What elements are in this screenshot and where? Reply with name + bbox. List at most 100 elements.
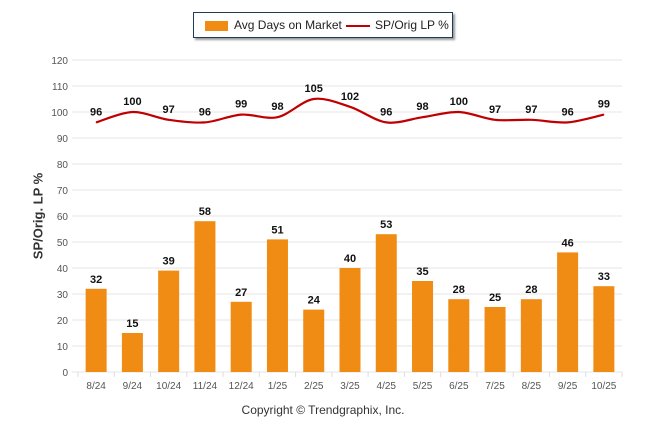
line-data-label: 100 (450, 96, 468, 108)
x-tick-label: 8/25 (522, 381, 542, 392)
y-tick-label: 90 (57, 134, 69, 145)
y-axis-ticks: 0 10 20 30 40 50 60 70 80 90 100 110 120 (51, 56, 68, 379)
line-data-label: 98 (416, 101, 428, 113)
line-data-label: 100 (123, 96, 141, 108)
x-tick-label: 9/25 (558, 381, 578, 392)
y-tick-label: 80 (57, 160, 69, 171)
bar (266, 239, 288, 372)
bar (85, 288, 107, 372)
bar-data-label: 25 (489, 292, 501, 304)
x-tick-label: 2/25 (304, 381, 324, 392)
bar-series (85, 221, 615, 372)
line-data-label: 97 (163, 104, 175, 116)
bar-data-label: 40 (344, 253, 356, 265)
y-tick-label: 20 (57, 316, 69, 327)
bar (448, 299, 470, 372)
legend-line-label: SP/Orig LP % (375, 18, 449, 32)
bar (158, 270, 180, 372)
x-tick-label: 5/25 (413, 381, 433, 392)
bar-data-label: 24 (308, 295, 321, 307)
line-point (131, 111, 133, 113)
line-point (494, 119, 496, 121)
line-point (603, 114, 605, 116)
bar-data-label: 51 (271, 224, 283, 236)
y-axis-label: SP/Orig. LP % (30, 172, 46, 260)
x-tick-label: 7/25 (485, 381, 505, 392)
legend-line-swatch (346, 25, 370, 27)
line-point (530, 119, 532, 121)
y-tick-label: 10 (57, 342, 69, 353)
x-tick-label: 9/24 (123, 381, 143, 392)
copyright: Copyright © Trendgraphix, Inc. (241, 403, 405, 417)
bar-data-label: 15 (126, 318, 138, 330)
line-point (313, 98, 315, 100)
line-data-label: 96 (380, 106, 392, 118)
bar (484, 307, 506, 372)
bar-data-label: 35 (416, 266, 428, 278)
x-tick-label: 6/25 (449, 381, 469, 392)
data-labels: 32 15 39 58 27 51 24 40 53 35 28 25 28 46 33 96 100 97 96 9… (90, 83, 610, 330)
line-data-label: 105 (305, 83, 323, 95)
legend-bar-label: Avg Days on Market (234, 18, 342, 32)
line-point (567, 121, 569, 123)
x-tick-label: 3/25 (340, 381, 360, 392)
x-tick-label: 12/24 (229, 381, 254, 392)
x-tick-label: 10/25 (591, 381, 616, 392)
line-data-label: 96 (90, 106, 102, 118)
line-data-label: 97 (489, 104, 501, 116)
bar-data-label: 33 (598, 271, 610, 283)
line-point (422, 116, 424, 118)
line-point (204, 121, 206, 123)
line-data-label: 99 (598, 99, 610, 111)
bar (194, 221, 216, 372)
legend: Avg Days on Market SP/Orig LP % (193, 12, 453, 38)
bar (121, 333, 143, 372)
y-tick-label: 50 (57, 238, 69, 249)
y-tick-label: 30 (57, 290, 69, 301)
bar (593, 286, 615, 372)
bar (412, 281, 434, 372)
line-data-label: 99 (235, 99, 247, 111)
bar (230, 301, 252, 372)
y-tick-label: 60 (57, 212, 69, 223)
line-data-label: 98 (271, 101, 283, 113)
bar (557, 252, 579, 372)
x-tick-label: 11/24 (193, 381, 218, 392)
bar-data-label: 28 (453, 284, 465, 296)
line-point (385, 121, 387, 123)
y-tick-label: 120 (51, 56, 68, 67)
bar-data-label: 58 (199, 206, 211, 218)
bar-data-label: 46 (561, 237, 573, 249)
line-data-label: 96 (199, 106, 211, 118)
bar-data-label: 39 (163, 256, 175, 268)
y-tick-label: 40 (57, 264, 69, 275)
bar (520, 299, 542, 372)
bar-data-label: 32 (90, 274, 102, 286)
line-data-label: 96 (561, 106, 573, 118)
bar-data-label: 28 (525, 284, 537, 296)
line-point (240, 114, 242, 116)
bar-data-label: 27 (235, 287, 247, 299)
y-tick-label: 0 (62, 368, 68, 379)
line-point (458, 111, 460, 113)
line-series (95, 97, 605, 124)
x-tick-label: 1/25 (268, 381, 288, 392)
x-tick-label: 4/25 (377, 381, 397, 392)
line-point (168, 119, 170, 121)
bar-data-label: 53 (380, 219, 392, 231)
line-data-label: 97 (525, 104, 537, 116)
y-tick-label: 70 (57, 186, 69, 197)
bar (303, 309, 325, 372)
line-point (95, 121, 97, 123)
x-axis-ticks: 8/24 9/24 10/24 11/24 12/24 1/25 2/25 3/25 4/25 5… (77, 372, 623, 392)
line-data-label: 102 (341, 91, 359, 103)
line-point (349, 106, 351, 108)
y-tick-label: 100 (51, 108, 68, 119)
legend-bar-swatch (205, 21, 228, 31)
x-tick-label: 10/24 (156, 381, 181, 392)
line-point (276, 116, 278, 118)
bar (375, 234, 397, 372)
bar (339, 268, 361, 372)
y-tick-label: 110 (52, 82, 68, 93)
